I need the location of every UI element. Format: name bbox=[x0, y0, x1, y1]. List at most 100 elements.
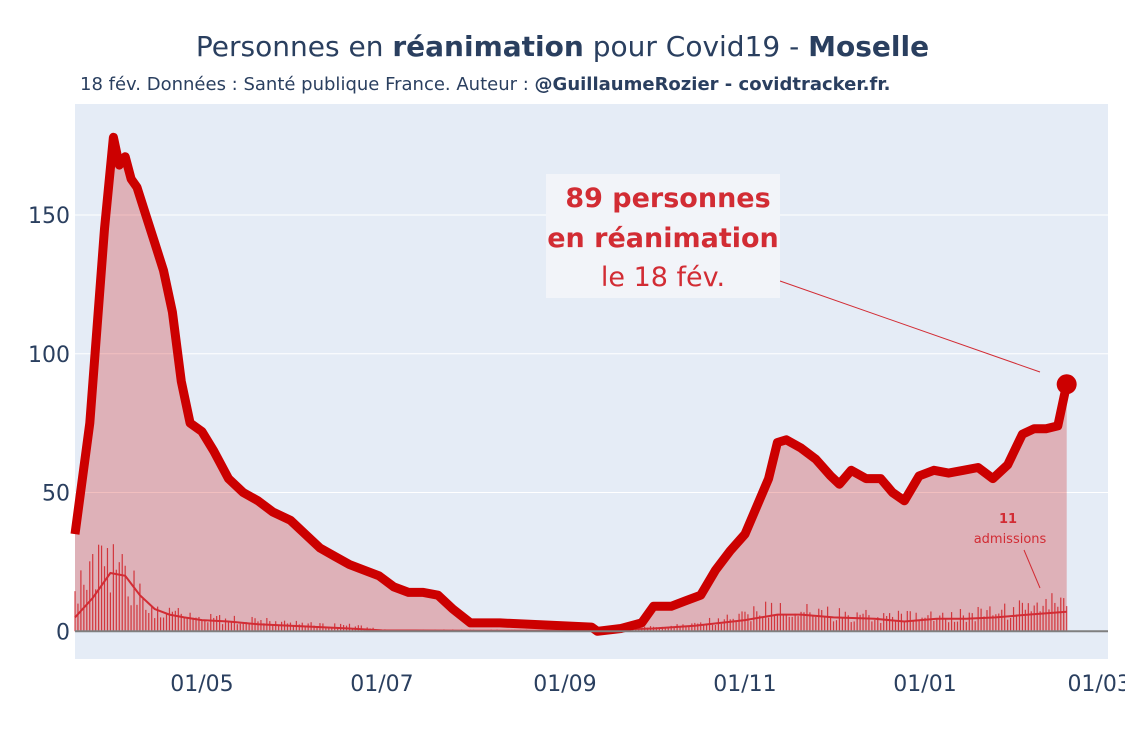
admissions-bar bbox=[838, 608, 841, 632]
admissions-bar bbox=[844, 611, 846, 632]
admissions-bar bbox=[1054, 602, 1056, 632]
admissions-bar bbox=[1021, 602, 1024, 632]
admissions-bar bbox=[133, 570, 135, 632]
admissions-bar bbox=[136, 604, 138, 632]
x-tick-label: 01/09 bbox=[533, 672, 596, 697]
admissions-bar bbox=[204, 620, 206, 632]
admissions-bar bbox=[835, 620, 838, 632]
chart-subtitle: 18 fév. Données : Santé publique France.… bbox=[80, 74, 890, 95]
admissions-bar bbox=[853, 621, 855, 632]
y-axis-ticks: 0 50 100 150 bbox=[28, 204, 70, 645]
admissions-bar bbox=[759, 615, 761, 632]
admissions-bar bbox=[794, 613, 796, 632]
admissions-bar bbox=[664, 627, 666, 632]
title-part-1: Personnes en bbox=[195, 30, 393, 63]
admissions-bar bbox=[272, 625, 274, 632]
admissions-bar bbox=[337, 627, 339, 632]
chart-title: Personnes en réanimation pour Covid19 - … bbox=[0, 30, 1125, 63]
admissions-bar bbox=[983, 616, 985, 632]
admissions-bar bbox=[118, 562, 120, 632]
admissions-bar bbox=[862, 613, 864, 632]
admissions-bar bbox=[924, 617, 926, 632]
admissions-bar bbox=[974, 621, 976, 632]
admissions-bar bbox=[903, 621, 905, 632]
x-tick-label: 01/05 bbox=[170, 672, 233, 697]
admissions-bar bbox=[700, 622, 702, 632]
reanimation-line bbox=[70, 132, 1072, 636]
admissions-bar bbox=[269, 621, 271, 632]
admissions-bar bbox=[900, 613, 902, 632]
admissions-bar bbox=[850, 622, 852, 632]
reanimation-area bbox=[75, 137, 1067, 632]
admissions-bar bbox=[750, 621, 752, 632]
admissions-bar bbox=[207, 622, 209, 632]
admissions-bar bbox=[720, 623, 722, 632]
y-tick-label: 100 bbox=[28, 343, 70, 368]
admissions-bar bbox=[717, 618, 720, 632]
admissions-bar bbox=[195, 617, 197, 632]
admissions-bar bbox=[189, 612, 191, 632]
admissions-bar bbox=[148, 612, 150, 632]
admissions-bar bbox=[1039, 611, 1041, 632]
admissions-bar bbox=[776, 614, 779, 632]
admissions-bar bbox=[945, 619, 947, 632]
admissions-bar bbox=[933, 620, 935, 632]
admissions-bar bbox=[157, 606, 159, 632]
admissions-bar bbox=[289, 622, 292, 632]
admissions-bar bbox=[803, 612, 805, 632]
admissions-bar bbox=[956, 621, 959, 632]
admissions-bar bbox=[100, 545, 103, 632]
admissions-bar bbox=[871, 621, 873, 632]
admissions-bar bbox=[292, 625, 295, 632]
admissions-bar bbox=[756, 611, 758, 632]
annotation-line-3: le 18 fév. bbox=[601, 262, 725, 293]
admissions-bar bbox=[1060, 597, 1062, 632]
admissions-bar bbox=[673, 626, 675, 632]
admissions-bar bbox=[706, 623, 708, 632]
admissions-bar bbox=[927, 615, 929, 632]
admissions-bar bbox=[918, 620, 920, 632]
admissions-bar bbox=[815, 616, 817, 632]
admissions-bar bbox=[112, 544, 114, 632]
admissions-bar bbox=[859, 614, 861, 632]
admissions-bar bbox=[824, 617, 826, 632]
title-part-3: pour Covid19 - bbox=[583, 30, 809, 63]
admissions-bar bbox=[939, 615, 941, 632]
admissions-bar bbox=[959, 609, 962, 632]
admissions-bar bbox=[921, 617, 923, 632]
admissions-annotation-value: 11 bbox=[999, 512, 1017, 527]
admissions-bar bbox=[165, 613, 168, 632]
admissions-bar bbox=[183, 617, 185, 632]
admissions-bar bbox=[856, 612, 858, 632]
admissions-bar bbox=[821, 610, 823, 632]
admissions-bar bbox=[992, 615, 994, 632]
admissions-bar bbox=[711, 624, 714, 632]
admissions-bar bbox=[691, 623, 693, 632]
admissions-bar bbox=[788, 616, 790, 632]
admissions-bar bbox=[953, 621, 956, 632]
admissions-annotation-arrow bbox=[1023, 549, 1041, 589]
admissions-bar bbox=[331, 627, 333, 632]
admissions-bar bbox=[304, 625, 306, 632]
admissions-bar bbox=[829, 616, 832, 632]
admissions-bar bbox=[732, 618, 734, 632]
admissions-bar bbox=[127, 596, 129, 632]
admissions-bar bbox=[257, 621, 259, 632]
admissions-bar bbox=[797, 616, 799, 632]
admissions-bar bbox=[1057, 606, 1059, 632]
admissions-bar bbox=[171, 611, 173, 632]
admissions-bar bbox=[948, 622, 950, 632]
x-axis-ticks: 01/05 01/07 01/09 01/11 01/01 01/03 bbox=[170, 672, 1125, 697]
admissions-bar bbox=[1042, 605, 1044, 632]
admissions-bar bbox=[986, 610, 988, 632]
admissions-bar bbox=[667, 627, 669, 632]
admissions-bar bbox=[275, 621, 277, 632]
admissions-bar bbox=[316, 626, 318, 632]
admissions-bar bbox=[782, 614, 784, 632]
admissions-bar bbox=[103, 566, 106, 632]
admissions-bar bbox=[1048, 609, 1050, 632]
admissions-bar bbox=[139, 583, 141, 632]
admissions-bar bbox=[818, 608, 820, 632]
admissions-bar bbox=[233, 615, 235, 632]
admissions-annotation-label: admissions bbox=[974, 532, 1047, 547]
